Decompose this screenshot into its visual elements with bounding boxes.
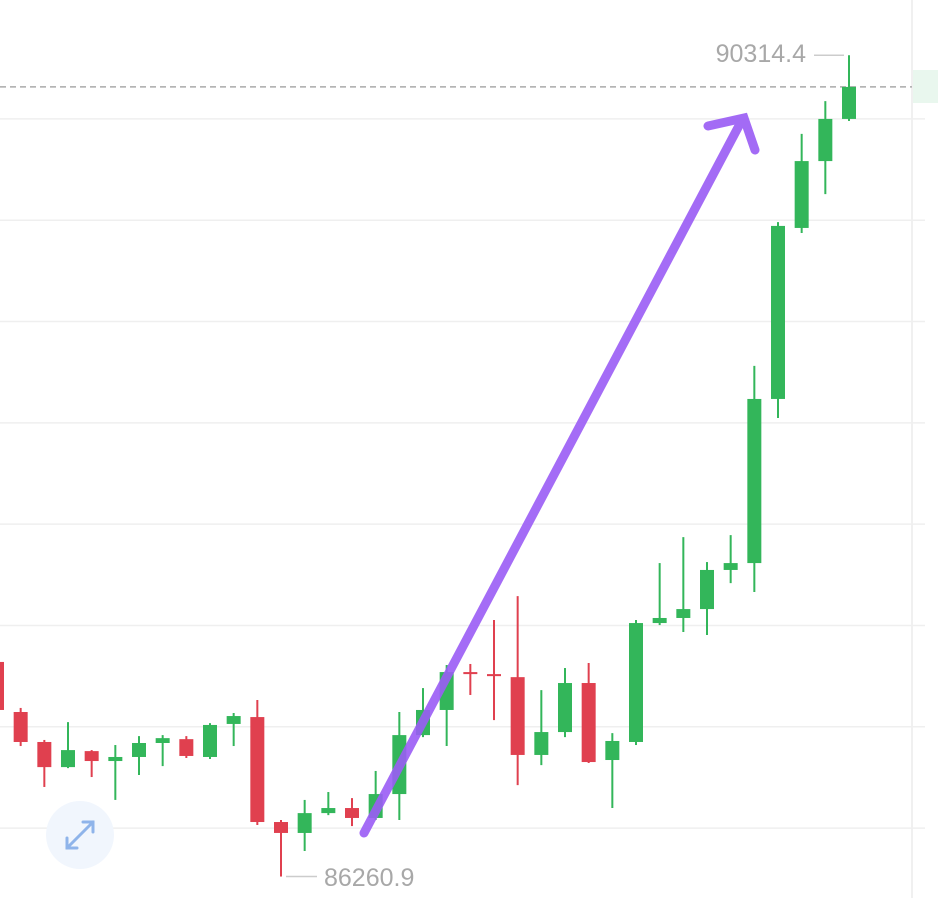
candle-body	[250, 717, 265, 823]
candle-body	[108, 756, 123, 762]
candle-body	[747, 398, 762, 564]
candle-body	[558, 683, 572, 733]
candle-body	[652, 617, 667, 624]
candle-body	[274, 822, 288, 833]
candle-body	[818, 118, 833, 162]
candle-body	[345, 808, 359, 818]
candle-body	[13, 711, 28, 742]
candle-body	[794, 161, 809, 228]
candle-body	[771, 225, 785, 399]
candle-body	[132, 742, 146, 757]
candle-body	[842, 86, 856, 119]
candle-body	[700, 569, 714, 610]
candle-body	[297, 813, 312, 833]
candle-body	[84, 751, 99, 762]
trend-arrow	[359, 112, 760, 838]
candle-body	[723, 563, 738, 570]
candle-body	[534, 732, 549, 755]
candle-body	[605, 740, 620, 761]
candle-body	[321, 808, 336, 814]
candle-body	[226, 716, 241, 724]
candle-body	[155, 738, 170, 743]
plot: 90314.4 86260.9	[0, 40, 925, 892]
candle-body	[463, 672, 478, 675]
candle-body	[510, 677, 525, 755]
expand-button[interactable]	[46, 801, 114, 869]
candle-body	[61, 750, 75, 768]
candle-body	[37, 741, 52, 768]
high-label: 90314.4	[716, 40, 806, 68]
candle-body	[629, 623, 643, 742]
low-label: 86260.9	[324, 864, 414, 892]
candle-body	[179, 739, 194, 756]
candle-body	[487, 674, 501, 677]
candle-body	[676, 609, 691, 618]
candle-body	[0, 661, 4, 710]
price-tag	[913, 70, 938, 103]
candle-body	[581, 683, 596, 763]
candle-body	[203, 724, 217, 757]
